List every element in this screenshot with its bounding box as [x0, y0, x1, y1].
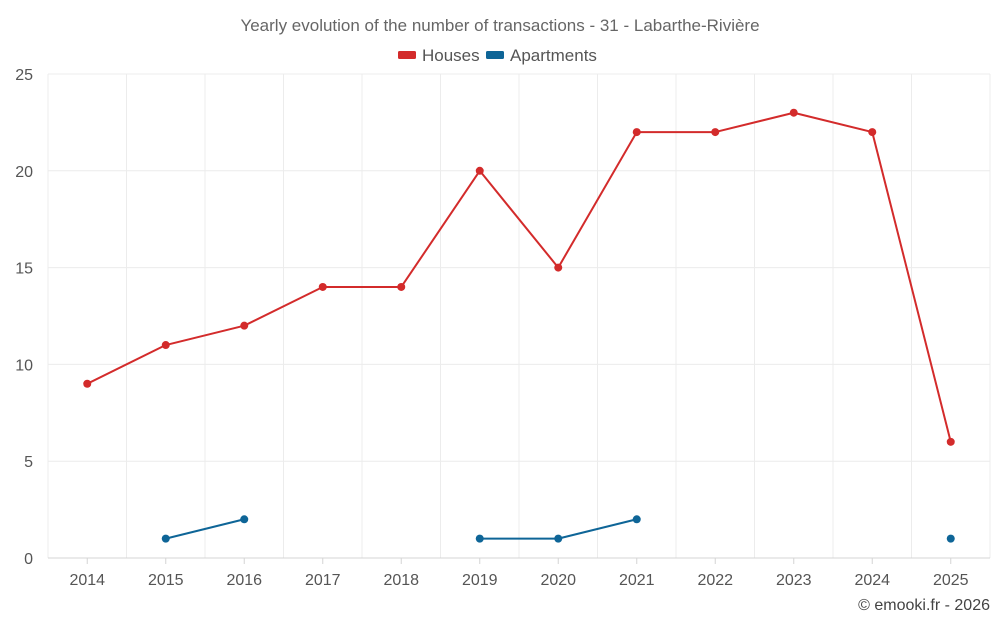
series-apartments	[161, 515, 955, 543]
x-tick-label: 2015	[148, 572, 184, 589]
apartments-point-2021[interactable]	[632, 515, 641, 524]
houses-point-2016[interactable]	[240, 321, 249, 330]
houses-point-2024[interactable]	[868, 128, 877, 137]
y-tick-label: 5	[24, 454, 33, 471]
x-tick-label: 2018	[383, 572, 419, 589]
houses-point-2019[interactable]	[475, 166, 484, 175]
legend-swatch-houses	[398, 51, 416, 59]
x-tick-label: 2024	[854, 572, 890, 589]
apartments-point-2020[interactable]	[554, 534, 563, 543]
x-tick-label: 2023	[776, 572, 812, 589]
houses-point-2021[interactable]	[632, 128, 641, 137]
houses-line-segment	[164, 324, 246, 347]
houses-line-segment	[557, 131, 638, 269]
x-tick-label: 2019	[462, 572, 498, 589]
y-tick-label: 25	[15, 67, 33, 84]
x-tick-label: 2020	[540, 572, 576, 589]
apartments-point-2015[interactable]	[161, 534, 170, 543]
y-axis: 0 5 10 15 20 25	[15, 67, 33, 568]
x-tick-label: 2014	[69, 572, 105, 589]
legend-item-apartments[interactable]: Apartments	[486, 46, 597, 65]
legend: Houses Apartments	[398, 46, 597, 65]
legend-swatch-apartments	[486, 51, 504, 59]
houses-point-2020[interactable]	[554, 263, 563, 272]
x-tick-label: 2025	[933, 572, 969, 589]
legend-item-houses[interactable]: Houses	[398, 46, 480, 65]
legend-label-apartments: Apartments	[510, 46, 597, 65]
series-houses	[83, 108, 955, 446]
houses-line-segment	[792, 111, 874, 134]
x-axis: 2014 2015 2016 2017 2018 2019 2020 2021 2022 2023…	[69, 558, 969, 589]
houses-line-segment	[243, 285, 324, 327]
credit-text: © emooki.fr - 2026	[858, 597, 990, 614]
apartments-point-2019[interactable]	[475, 534, 484, 543]
y-tick-label: 15	[15, 261, 33, 278]
houses-point-2017[interactable]	[318, 282, 327, 291]
y-tick-label: 10	[15, 357, 33, 374]
legend-label-houses: Houses	[422, 46, 480, 65]
y-tick-label: 20	[15, 164, 33, 181]
x-tick-label: 2022	[697, 572, 733, 589]
x-tick-label: 2016	[226, 572, 262, 589]
x-tick-label: 2021	[619, 572, 655, 589]
houses-line-segment	[714, 111, 795, 134]
y-tick-label: 0	[24, 551, 33, 568]
houses-point-2015[interactable]	[161, 341, 170, 350]
houses-point-2014[interactable]	[83, 379, 92, 388]
apartments-line-segment	[164, 518, 246, 540]
apartments-point-2016[interactable]	[240, 515, 249, 524]
x-tick-label: 2017	[305, 572, 341, 589]
gridlines	[47, 73, 991, 559]
chart-title: Yearly evolution of the number of transa…	[240, 16, 759, 35]
series-layer	[83, 108, 955, 543]
houses-line-segment	[400, 169, 481, 288]
apartments-line-segment	[557, 518, 638, 540]
houses-point-2022[interactable]	[711, 128, 720, 137]
houses-line-segment	[86, 344, 167, 385]
houses-line-segment	[871, 131, 952, 443]
houses-point-2018[interactable]	[397, 282, 406, 291]
apartments-point-2025[interactable]	[946, 534, 955, 543]
houses-line-segment	[478, 169, 560, 269]
houses-point-2025[interactable]	[946, 437, 955, 446]
houses-point-2023[interactable]	[789, 108, 798, 117]
